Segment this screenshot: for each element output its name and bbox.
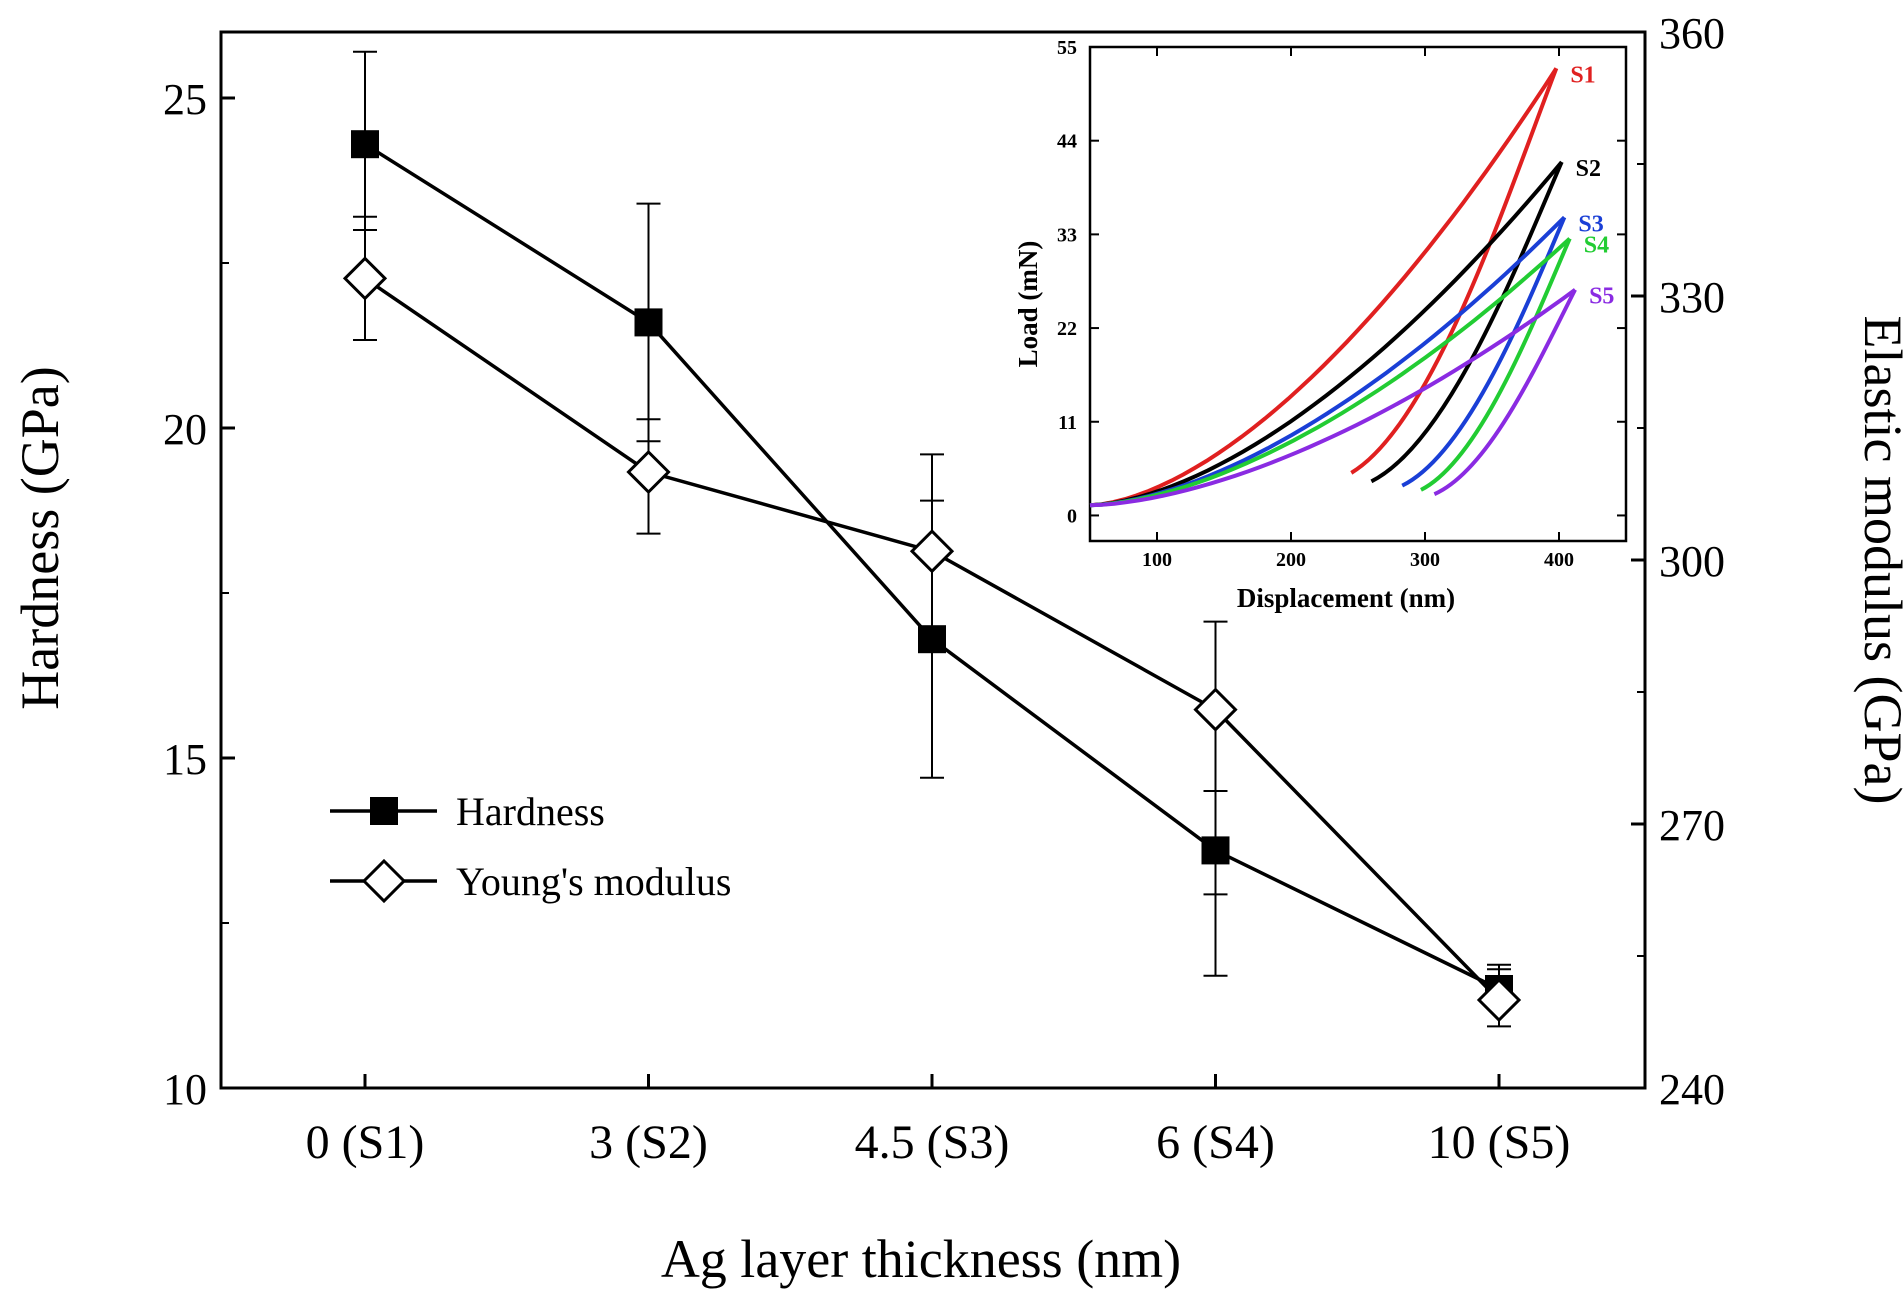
inset-unloading-curve-S4 <box>1420 237 1572 492</box>
inset-x-tick-label: 200 <box>1276 549 1306 571</box>
inset-y-tick-label: 0 <box>1067 505 1077 527</box>
inset-y-tick-label: 44 <box>1057 131 1077 153</box>
y-axis-title: Hardness (GPa) <box>10 366 70 709</box>
modulus-marker <box>626 449 671 495</box>
y2-tick-label: 330 <box>1659 273 1725 322</box>
legend-marker <box>370 797 398 825</box>
inset-x-tick-label: 300 <box>1410 549 1440 571</box>
inset-y-tick-label: 55 <box>1057 37 1077 59</box>
inset-curve-label: S4 <box>1584 233 1609 259</box>
inset-y-tick-label: 33 <box>1057 224 1077 246</box>
main-axes: 0 (S1) 3 (S2) 4.5 (S3) 6 (S4) 10 (S5) 10 15 20 2… <box>10 9 1903 1289</box>
y2-tick-label: 300 <box>1659 537 1725 586</box>
inset-curve-label: S3 <box>1578 211 1603 237</box>
modulus-marker <box>342 256 388 301</box>
inset-unloading-curve-S2 <box>1370 161 1564 484</box>
legend: Hardness Young's modulus <box>330 789 731 904</box>
inset-chart: 100 200 300 400 0 11 22 33 44 55 Displacement (nm)… <box>1013 37 1628 613</box>
inset-unloading-curve-S5 <box>1433 288 1577 496</box>
inset-loading-curve-S2 <box>1089 160 1564 508</box>
x-tick-label: 4.5 (S3) <box>855 1116 1010 1169</box>
inset-y-tick-label: 11 <box>1058 412 1077 434</box>
inset-loading-curve-S1 <box>1089 67 1558 508</box>
y2-tick-label: 360 <box>1659 9 1725 58</box>
legend-label: Hardness <box>456 789 605 834</box>
modulus-marker <box>909 529 955 574</box>
inset-y-axis-title: Load (mN) <box>1013 241 1043 368</box>
inset-loading-curve-S4 <box>1089 237 1572 508</box>
y2-axis-title: Elastic modulus (GPa) <box>1853 316 1903 805</box>
y2-tick-label: 270 <box>1659 801 1725 850</box>
x-axis-title: Ag layer thickness (nm) <box>661 1229 1181 1289</box>
inset-x-tick-label: 400 <box>1544 549 1574 571</box>
inset-unloading-curve-S1 <box>1350 67 1559 475</box>
inset-x-axis-title: Displacement (nm) <box>1237 583 1455 613</box>
inset-frame <box>1088 45 1628 543</box>
inset-loading-curve-S5 <box>1089 288 1577 508</box>
inset-x-tick-label: 100 <box>1142 549 1172 571</box>
hardness-marker <box>351 130 379 159</box>
inset-curve-label: S1 <box>1570 62 1595 88</box>
y2-tick-label: 240 <box>1659 1065 1725 1114</box>
y-tick-label: 10 <box>163 1065 207 1114</box>
legend-marker <box>361 858 407 904</box>
legend-label: Young's modulus <box>456 859 731 904</box>
y-tick-label: 25 <box>163 75 207 124</box>
modulus-marker <box>1476 977 1522 1023</box>
x-tick-label: 10 (S5) <box>1428 1116 1571 1169</box>
x-tick-label: 0 (S1) <box>306 1116 425 1169</box>
y-tick-label: 15 <box>163 735 207 784</box>
inset-y-tick-label: 22 <box>1057 318 1077 340</box>
inset-curve-label: S5 <box>1589 284 1614 310</box>
hardness-marker <box>634 308 663 337</box>
main-series <box>342 50 1522 1028</box>
modulus-marker <box>1193 687 1238 732</box>
inset-curve-label: S2 <box>1576 156 1601 182</box>
x-tick-label: 3 (S2) <box>589 1116 708 1169</box>
y-tick-label: 20 <box>163 405 207 454</box>
x-tick-label: 6 (S4) <box>1156 1116 1275 1169</box>
